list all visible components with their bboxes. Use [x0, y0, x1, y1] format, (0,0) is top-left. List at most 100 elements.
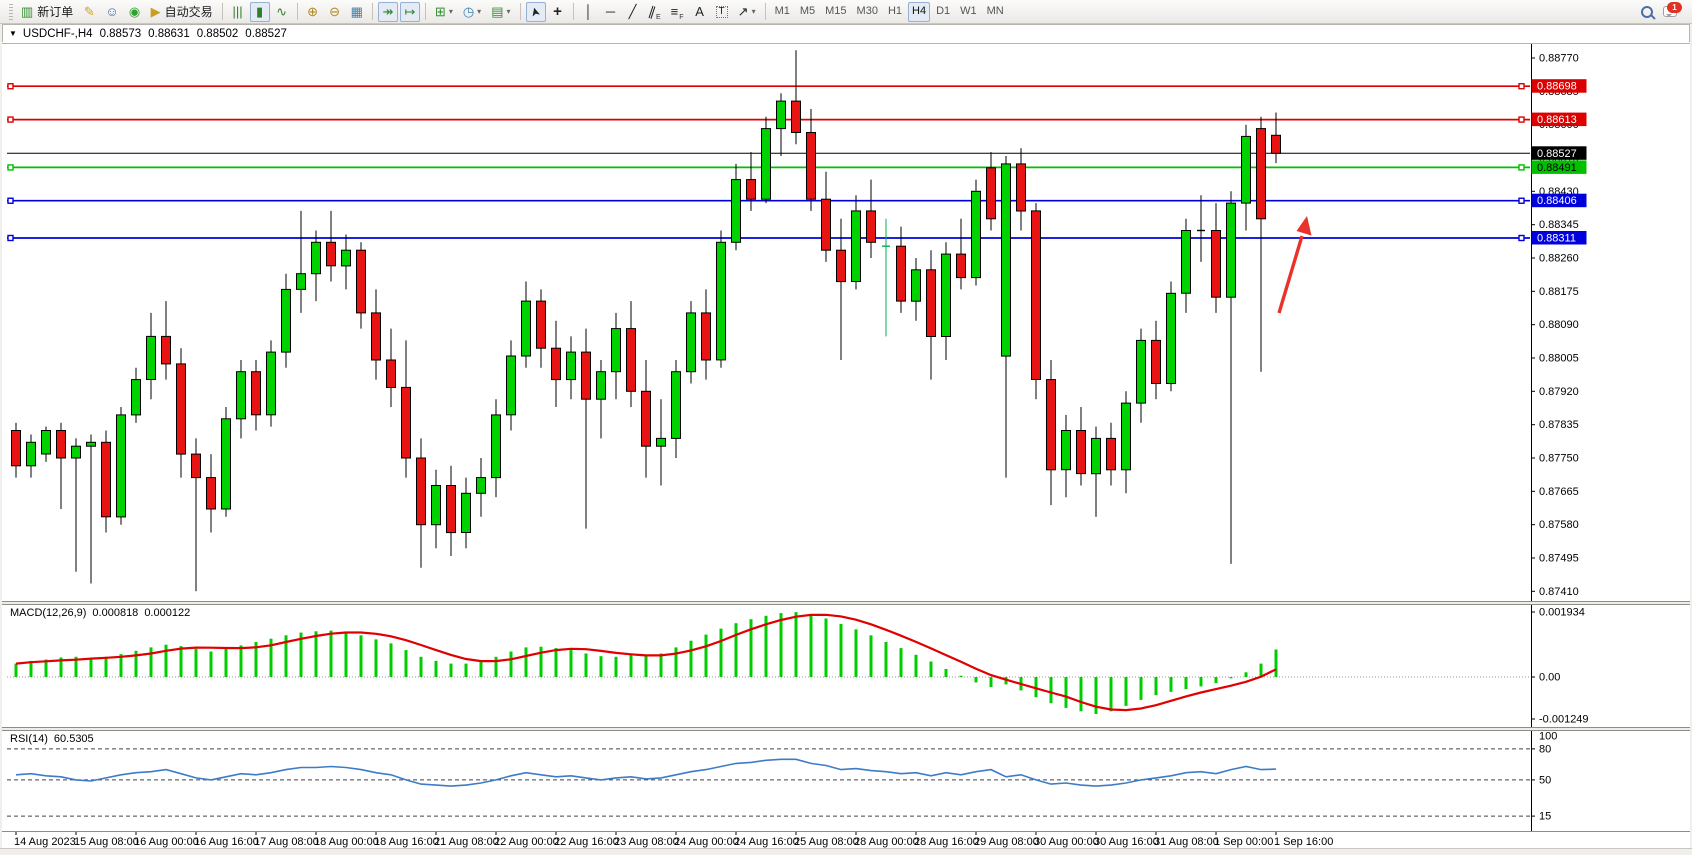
- toolbar-separator: [424, 3, 426, 20]
- chart-titlebar[interactable]: ▼ USDCHF-,H4 0.88573 0.88631 0.88502 0.8…: [2, 24, 1690, 42]
- candlesticks: [11, 50, 1281, 592]
- toolbar-separator: [764, 3, 766, 20]
- status-bar: [0, 848, 1692, 855]
- svg-text:18 Aug 16:00: 18 Aug 16:00: [374, 836, 439, 848]
- svg-text:29 Aug 08:00: 29 Aug 08:00: [974, 836, 1039, 848]
- tile-windows-icon: ▦: [350, 4, 363, 19]
- search-button[interactable]: [1637, 2, 1657, 22]
- indicators-list-button[interactable]: ▤ ▾: [487, 2, 514, 22]
- zoom-out-icon: ⊖: [329, 4, 341, 19]
- trendline-icon: ╱: [628, 4, 637, 19]
- chart-symbol-period: USDCHF-,H4: [22, 27, 93, 40]
- vertical-line-button[interactable]: │: [579, 2, 599, 22]
- crosshair-button[interactable]: +: [548, 2, 568, 22]
- toolbar-drag-handle[interactable]: [9, 3, 13, 20]
- text-label-button[interactable]: T: [712, 2, 732, 22]
- ohlc-high: 0.88631: [148, 27, 190, 40]
- candlestick-chart-type-button[interactable]: ▮: [249, 1, 270, 22]
- glyph-subscript: E: [656, 13, 661, 21]
- equidistant-channel-button[interactable]: ∥ E: [645, 2, 665, 22]
- toolbar-right-cluster: 1: [1636, 1, 1682, 22]
- svg-text:0.88260: 0.88260: [1539, 253, 1579, 265]
- window-right-edge: [1690, 24, 1692, 848]
- arrows-shapes-icon: ↗: [737, 4, 749, 19]
- timeframe-w1-button[interactable]: W1: [956, 2, 981, 22]
- toolbar-separator: [296, 3, 298, 20]
- svg-text:18 Aug 00:00: 18 Aug 00:00: [314, 836, 379, 848]
- new-chart-button[interactable]: ⊞ ▾: [431, 2, 457, 22]
- rsi-pane-splitter[interactable]: [2, 727, 1690, 731]
- new-order-button[interactable]: ▥ 新订单: [17, 2, 77, 22]
- svg-text:0.88005: 0.88005: [1539, 353, 1579, 365]
- svg-text:21 Aug 08:00: 21 Aug 08:00: [434, 836, 499, 848]
- timeframe-h1-button[interactable]: H1: [884, 2, 906, 22]
- svg-text:0.87750: 0.87750: [1539, 453, 1579, 465]
- svg-text:0.88345: 0.88345: [1539, 219, 1579, 231]
- timeframe-m1-button[interactable]: M1: [771, 2, 794, 22]
- tile-windows-button[interactable]: ▦: [347, 2, 367, 22]
- timeframe-d1-button[interactable]: D1: [932, 2, 954, 22]
- profiles-icon: ◷: [462, 4, 475, 19]
- svg-text:0.88613: 0.88613: [1537, 114, 1577, 126]
- timeframe-d1-icon: D1: [936, 5, 951, 17]
- signals-broadcast-icon: ◉: [128, 4, 141, 19]
- chat-button[interactable]: 1: [1659, 1, 1682, 22]
- svg-text:0.87835: 0.87835: [1539, 419, 1579, 431]
- toolbar-separator: [519, 3, 521, 20]
- svg-text:15 Aug 08:00: 15 Aug 08:00: [74, 836, 139, 848]
- zoom-out-button[interactable]: ⊖: [325, 2, 345, 22]
- auto-scroll-button[interactable]: ↠: [377, 1, 398, 22]
- main-toolbar: ▥ 新订单 ✎ ☺ ◉ ▶ 自动交易 ||| ▮ ∿ ⊕ ⊖ ▦ ↠ ↦ ⊞ ▾ ◷ ▾ ▤ ▾ ➤ + │ ─ ╱ ∥ E ≡ F A T ↗…: [0, 0, 1692, 24]
- auto-trading-button[interactable]: ▶ 自动交易: [147, 2, 217, 22]
- signals-broadcast-button[interactable]: ◉: [125, 2, 145, 22]
- vertical-line-icon: │: [584, 4, 593, 19]
- horizontal-line-button[interactable]: ─: [601, 2, 621, 22]
- text-button[interactable]: A: [690, 2, 710, 22]
- svg-text:14 Aug 2023: 14 Aug 2023: [14, 836, 76, 848]
- zoom-in-button[interactable]: ⊕: [303, 2, 323, 22]
- svg-text:15: 15: [1539, 811, 1551, 823]
- svg-text:0.88527: 0.88527: [1537, 148, 1577, 160]
- timeframe-m15-button[interactable]: M15: [821, 2, 850, 22]
- svg-text:28 Aug 16:00: 28 Aug 16:00: [914, 836, 979, 848]
- horizontal-line-icon: ─: [605, 4, 616, 19]
- collapse-objects-icon[interactable]: ▼: [9, 29, 17, 38]
- svg-text:28 Aug 00:00: 28 Aug 00:00: [854, 836, 919, 848]
- macd-pane-splitter[interactable]: [2, 601, 1690, 605]
- crayon-style-button[interactable]: ✎: [79, 2, 99, 22]
- bar-chart-type-button[interactable]: |||: [228, 2, 248, 22]
- timeframe-m1-icon: M1: [774, 5, 790, 17]
- svg-text:22 Aug 16:00: 22 Aug 16:00: [554, 836, 619, 848]
- fibonacci-button[interactable]: ≡ F: [667, 2, 688, 22]
- timeframe-m30-button[interactable]: M30: [853, 2, 882, 22]
- ohlc-close: 0.88527: [245, 27, 287, 40]
- trendline-button[interactable]: ╱: [623, 2, 643, 22]
- timeframe-h4-button[interactable]: H4: [908, 1, 931, 22]
- timeframe-m5-button[interactable]: M5: [796, 2, 819, 22]
- trend-arrow-annotation[interactable]: [1277, 216, 1312, 314]
- arrows-shapes-button[interactable]: ↗ ▾: [734, 2, 760, 22]
- rsi-line: [15, 758, 1277, 787]
- line-chart-type-button[interactable]: ∿: [272, 2, 292, 22]
- timeframe-mn-icon: MN: [986, 5, 1004, 17]
- timeframe-mn-button[interactable]: MN: [983, 2, 1008, 22]
- svg-text:0.87495: 0.87495: [1539, 553, 1579, 565]
- svg-text:24 Aug 16:00: 24 Aug 16:00: [734, 836, 799, 848]
- svg-text:0.88770: 0.88770: [1539, 53, 1579, 65]
- chart-shift-button[interactable]: ↦: [399, 1, 420, 22]
- chevron-down-icon: ▾: [477, 7, 482, 16]
- svg-text:0.87920: 0.87920: [1539, 386, 1579, 398]
- new-chart-icon: ⊞: [434, 4, 446, 19]
- profiles-button[interactable]: ◷ ▾: [459, 2, 485, 22]
- community-profile-button[interactable]: ☺: [101, 2, 122, 22]
- svg-text:-0.001249: -0.001249: [1539, 714, 1589, 726]
- svg-text:0.88491: 0.88491: [1537, 162, 1577, 174]
- macd-axis: 0.001934 0.00 -0.001249: [1531, 607, 1589, 726]
- price-axis[interactable]: 0.887700.886850.886000.885150.884300.883…: [1531, 53, 1587, 598]
- timeframe-h4-icon: H4: [912, 5, 927, 17]
- cursor-button[interactable]: ➤: [525, 1, 546, 22]
- auto-scroll-icon: ↠: [382, 4, 394, 19]
